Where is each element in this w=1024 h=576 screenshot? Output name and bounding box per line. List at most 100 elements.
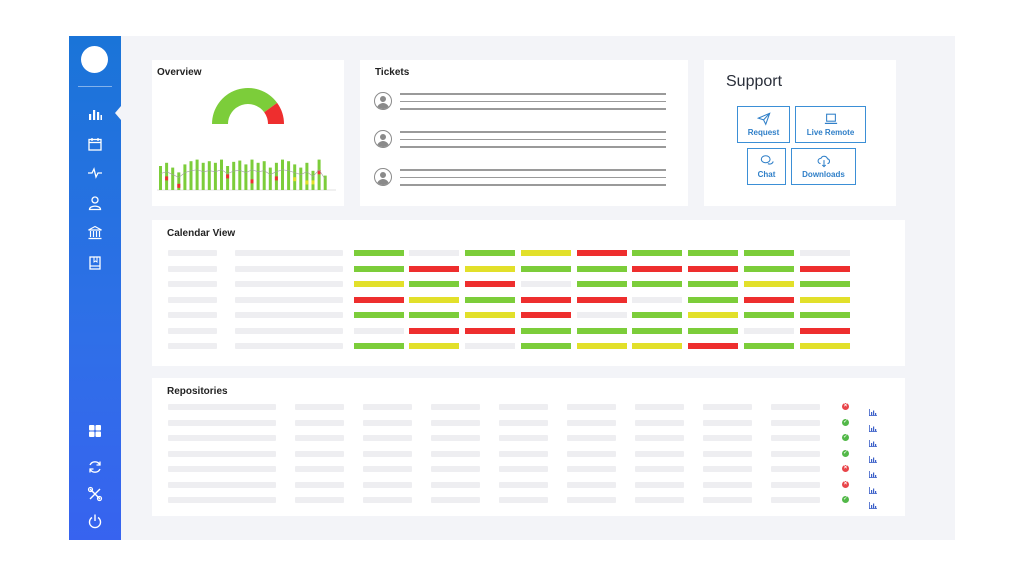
ticket-line bbox=[400, 108, 666, 110]
repository-stats-icon[interactable] bbox=[869, 450, 877, 463]
ticket-row[interactable] bbox=[374, 128, 674, 152]
repository-stats-icon[interactable] bbox=[869, 434, 877, 447]
calendar-cell[interactable] bbox=[800, 312, 850, 318]
calendar-cell[interactable] bbox=[688, 327, 738, 334]
calendar-cell[interactable] bbox=[744, 250, 794, 256]
calendar-cell[interactable] bbox=[409, 281, 459, 287]
calendar-cell[interactable] bbox=[800, 327, 850, 334]
calendar-cell[interactable] bbox=[688, 296, 738, 303]
ticket-row[interactable] bbox=[374, 90, 674, 114]
calendar-cell[interactable] bbox=[632, 343, 682, 349]
calendar-cell[interactable] bbox=[521, 281, 571, 287]
calendar-cell[interactable] bbox=[409, 296, 459, 303]
calendar-cell[interactable] bbox=[521, 296, 571, 303]
calendar-cell[interactable] bbox=[632, 265, 682, 272]
repository-field bbox=[567, 497, 616, 503]
calendar-cell[interactable] bbox=[409, 327, 459, 334]
downloads-button[interactable]: Downloads bbox=[791, 148, 856, 185]
repository-stats-icon[interactable] bbox=[869, 481, 877, 494]
overview-bar-marker bbox=[293, 177, 297, 182]
calendar-cell[interactable] bbox=[688, 250, 738, 256]
calendar-cell[interactable] bbox=[577, 281, 627, 287]
calendar-cell[interactable] bbox=[632, 327, 682, 334]
calendar-cell[interactable] bbox=[744, 265, 794, 272]
nav-analytics[interactable] bbox=[83, 104, 107, 124]
calendar-cell[interactable] bbox=[354, 327, 404, 334]
calendar-cell[interactable] bbox=[632, 250, 682, 256]
calendar-cell[interactable] bbox=[800, 281, 850, 287]
calendar-cell[interactable] bbox=[577, 265, 627, 272]
calendar-cell[interactable] bbox=[800, 250, 850, 256]
repository-stats-icon[interactable] bbox=[869, 465, 877, 478]
nav-bank[interactable] bbox=[83, 223, 107, 243]
chat-button[interactable]: Chat bbox=[747, 148, 786, 185]
support-button-label: Live Remote bbox=[806, 128, 855, 137]
repository-stats-icon[interactable] bbox=[869, 496, 877, 509]
calendar-cell[interactable] bbox=[577, 296, 627, 303]
calendar-cell[interactable] bbox=[577, 343, 627, 349]
nav-dashboard[interactable] bbox=[83, 421, 107, 441]
logo[interactable] bbox=[81, 46, 108, 73]
calendar-cell[interactable] bbox=[465, 265, 515, 272]
calendar-cell[interactable] bbox=[465, 281, 515, 287]
repository-field bbox=[703, 497, 752, 503]
calendar-cell[interactable] bbox=[354, 343, 404, 349]
calendar-cell[interactable] bbox=[744, 327, 794, 334]
calendar-cell[interactable] bbox=[521, 343, 571, 349]
repository-field bbox=[499, 466, 548, 472]
calendar-cell[interactable] bbox=[800, 265, 850, 272]
status-fail-icon: × bbox=[842, 465, 849, 472]
nav-calendar[interactable] bbox=[83, 134, 107, 154]
calendar-cell[interactable] bbox=[577, 327, 627, 334]
calendar-cell[interactable] bbox=[354, 265, 404, 272]
calendar-cell[interactable] bbox=[632, 296, 682, 303]
repository-field bbox=[363, 497, 412, 503]
calendar-cell[interactable] bbox=[800, 296, 850, 303]
calendar-cell[interactable] bbox=[577, 250, 627, 256]
calendar-cell[interactable] bbox=[354, 250, 404, 256]
calendar-cell[interactable] bbox=[688, 281, 738, 287]
calendar-cell[interactable] bbox=[688, 265, 738, 272]
calendar-cell[interactable] bbox=[744, 343, 794, 349]
calendar-cell[interactable] bbox=[688, 312, 738, 318]
repository-name bbox=[168, 419, 276, 426]
repository-stats-icon[interactable] bbox=[869, 419, 877, 432]
calendar-cell[interactable] bbox=[521, 265, 571, 272]
calendar-cell[interactable] bbox=[800, 343, 850, 349]
nav-book[interactable] bbox=[83, 253, 107, 273]
calendar-cell[interactable] bbox=[632, 281, 682, 287]
calendar-cell[interactable] bbox=[354, 281, 404, 287]
calendar-cell[interactable] bbox=[409, 265, 459, 272]
calendar-cell[interactable] bbox=[577, 312, 627, 318]
calendar-cell[interactable] bbox=[465, 343, 515, 349]
calendar-cell[interactable] bbox=[409, 250, 459, 256]
calendar-cell[interactable] bbox=[465, 327, 515, 334]
calendar-cell[interactable] bbox=[521, 312, 571, 318]
calendar-cell[interactable] bbox=[521, 250, 571, 256]
repository-stats-icon[interactable] bbox=[869, 403, 877, 416]
overview-gauge bbox=[157, 88, 336, 191]
ticket-row[interactable] bbox=[374, 166, 674, 190]
calendar-cell[interactable] bbox=[521, 327, 571, 334]
calendar-cell[interactable] bbox=[465, 250, 515, 256]
repository-field bbox=[499, 497, 548, 503]
calendar-cell[interactable] bbox=[632, 312, 682, 318]
calendar-cell[interactable] bbox=[354, 296, 404, 303]
calendar-cell[interactable] bbox=[744, 312, 794, 318]
nav-sync[interactable] bbox=[83, 457, 107, 477]
calendar-cell[interactable] bbox=[465, 312, 515, 318]
nav-user[interactable] bbox=[83, 193, 107, 213]
calendar-cell[interactable] bbox=[688, 343, 738, 349]
nav-power[interactable] bbox=[83, 511, 107, 531]
live-remote-button[interactable]: Live Remote bbox=[795, 106, 866, 143]
calendar-cell[interactable] bbox=[354, 312, 404, 318]
calendar-row-label bbox=[168, 265, 217, 272]
nav-activity[interactable] bbox=[83, 163, 107, 183]
calendar-cell[interactable] bbox=[744, 281, 794, 287]
calendar-cell[interactable] bbox=[465, 296, 515, 303]
nav-tools[interactable] bbox=[83, 484, 107, 504]
calendar-cell[interactable] bbox=[409, 343, 459, 349]
request-button[interactable]: Request bbox=[737, 106, 790, 143]
calendar-cell[interactable] bbox=[744, 296, 794, 303]
calendar-cell[interactable] bbox=[409, 312, 459, 318]
